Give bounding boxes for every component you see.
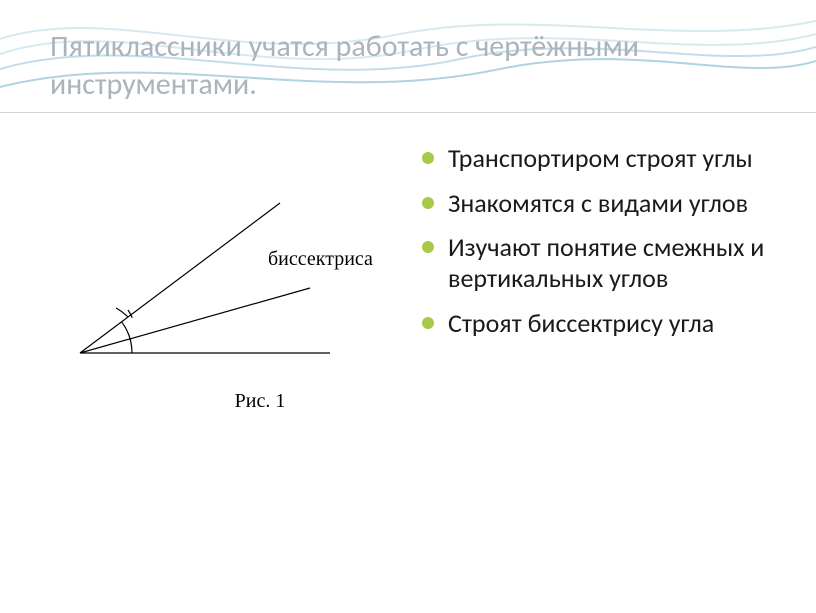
bullet-list: Транспортиром строят углы Знакомятся с в… <box>420 143 766 352</box>
list-item-text: Транспортиром строят углы <box>448 142 753 174</box>
ray-top <box>80 203 280 353</box>
angle-diagram: биссектриса <box>50 173 390 403</box>
arc-lower <box>122 322 133 353</box>
list-item: Транспортиром строят углы <box>420 143 766 174</box>
list-item-text: Строят биссектрису угла <box>448 307 714 339</box>
list-item-text: Знакомятся с видами углов <box>448 187 748 219</box>
ray-bisector <box>80 288 310 353</box>
title-underline <box>0 112 816 113</box>
content-row: биссектриса Рис. 1 Транспортиром строят … <box>50 143 766 413</box>
arc-upper <box>116 308 128 317</box>
list-item: Знакомятся с видами углов <box>420 188 766 219</box>
figure: биссектриса Рис. 1 <box>50 143 390 413</box>
list-item-text: Изучают понятие смежных и вертикальных у… <box>448 231 764 294</box>
list-item: Изучают понятие смежных и вертикальных у… <box>420 232 766 293</box>
list-item: Строят биссектрису угла <box>420 308 766 339</box>
slide-title: Пятиклассники учатся работать с чертёжны… <box>50 28 766 103</box>
bisector-label: биссектриса <box>268 248 373 270</box>
slide: Пятиклассники учатся работать с чертёжны… <box>0 0 816 613</box>
